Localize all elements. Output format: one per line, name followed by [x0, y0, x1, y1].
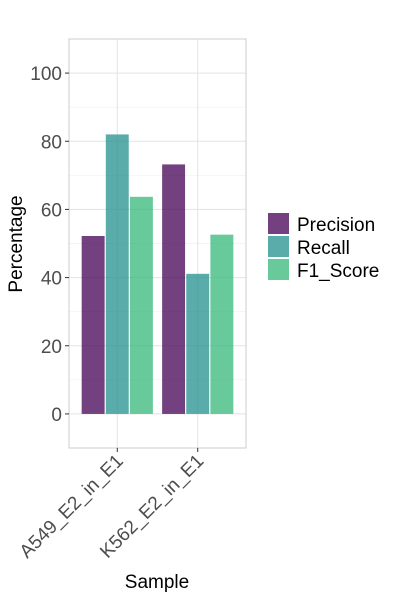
legend-key-f1-score — [268, 259, 289, 280]
legend-key-precision — [268, 213, 289, 234]
y-tick-label: 80 — [41, 132, 62, 153]
y-tick-label: 0 — [51, 405, 62, 426]
bar-f1-score-1 — [129, 196, 153, 414]
y-tick-label: 60 — [41, 200, 62, 221]
bars — [81, 134, 234, 414]
y-axis-title: Percentage — [6, 195, 27, 292]
legend-label-recall: Recall — [297, 238, 350, 259]
y-tick-label: 40 — [41, 269, 62, 290]
bar-precision-2 — [162, 164, 186, 414]
panel-border — [68, 38, 247, 449]
bar-recall-1 — [105, 134, 129, 414]
y-tick-label: 20 — [41, 337, 62, 358]
legend-label-precision: Precision — [297, 215, 375, 236]
legend-key-recall — [268, 236, 289, 257]
x-axis-title: Sample — [125, 572, 189, 593]
y-axis: 0 20 40 60 80 100 — [30, 64, 69, 426]
bar-precision-1 — [81, 236, 105, 414]
bar-f1-score-2 — [210, 234, 234, 414]
y-tick-label: 100 — [30, 64, 62, 85]
bar-recall-2 — [186, 273, 210, 414]
legend-label-f1-score: F1_Score — [297, 261, 379, 282]
